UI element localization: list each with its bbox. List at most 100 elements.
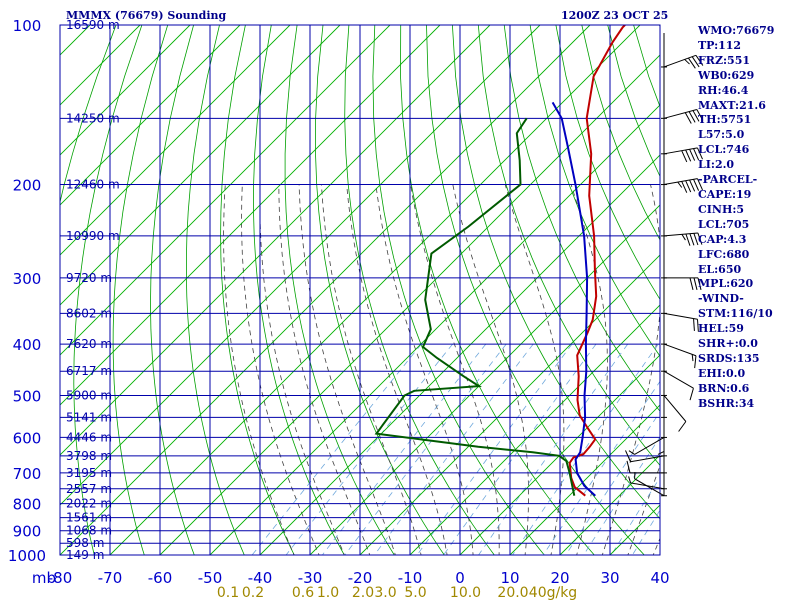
stat-line: EHI:0.0: [698, 366, 746, 380]
isotherm: [259, 154, 660, 555]
stat-line: CAP:4.3: [698, 232, 747, 246]
stat-line: TP:112: [698, 38, 742, 52]
height-label: 12460 m: [66, 178, 120, 192]
wind-barb-flag: [678, 421, 687, 432]
wind-barb-flag: [685, 149, 692, 162]
dry-adiabat: [400, 25, 595, 555]
wind-barb: [663, 54, 697, 68]
moist-adiabat: [346, 184, 448, 555]
height-label: 2557 m: [66, 482, 112, 496]
wind-barb-flag: [681, 150, 688, 163]
wind-barb-flag: [684, 59, 690, 65]
dry-adiabat: [73, 25, 143, 555]
mixing-ratio-label: 0.6: [292, 585, 314, 600]
isotherm: [60, 25, 191, 156]
wind-barb-flag: [697, 178, 703, 191]
isotherm: [109, 25, 641, 555]
wind-barb-flag: [693, 277, 698, 290]
temperature-tick-label: 10: [500, 569, 519, 587]
wind-barb-flag: [626, 460, 631, 474]
stats-panel: WMO:76679 TP:112 FRZ:551 WB0:629 RH:46.4 MAXT…: [698, 24, 798, 412]
isotherm: [60, 25, 491, 456]
profile-dewpoint: [374, 117, 576, 496]
mixing-ratio-label: 10.0: [450, 585, 481, 600]
wind-barb: [663, 312, 698, 320]
wind-barb: [634, 478, 665, 497]
isotherm: [509, 404, 660, 555]
stat-line: LCL:705: [698, 217, 750, 231]
stat-line: -WIND-: [698, 292, 744, 306]
height-label: 5900 m: [66, 388, 112, 402]
moist-adiabat: [375, 184, 474, 555]
mixing-ratio-line: [251, 343, 422, 555]
wind-barb-flag: [677, 181, 683, 188]
height-label: 5141 m: [66, 410, 112, 424]
wind-barb-flag: [689, 388, 694, 401]
chart-title: MMMX (76679) Sounding: [66, 9, 227, 22]
wind-barb-flag: [694, 355, 697, 369]
temperature-tick-label: -40: [248, 569, 273, 587]
moist-adiabat: [298, 184, 396, 555]
pressure-unit-label: mb: [32, 569, 56, 587]
moist-adiabat: [601, 184, 660, 555]
wind-barb-flag: [692, 110, 700, 122]
dry-adiabat: [452, 25, 660, 520]
stat-line: L57:5.0: [698, 128, 745, 142]
height-label: 10990 m: [66, 229, 120, 243]
dry-adiabat: [253, 25, 345, 555]
stat-line: FRZ:551: [698, 53, 751, 67]
moist-adiabat: [321, 184, 422, 555]
plot-area: [60, 25, 660, 555]
height-label: 9720 m: [66, 271, 112, 285]
isotherm: [60, 25, 391, 356]
stat-line: MPL:620: [698, 277, 754, 291]
wind-barb: [663, 370, 694, 389]
wind-barb: [663, 178, 698, 186]
stat-line: TH:5751: [698, 113, 752, 127]
wind-barb-flag: [691, 354, 694, 362]
temperature-tick-label: 40: [650, 569, 669, 587]
isotherm: [60, 25, 541, 506]
wind-barb-flag: [628, 476, 631, 484]
mixing-ratio-line: [565, 411, 660, 555]
height-label: 7620 m: [66, 337, 112, 351]
mixing-ratio-line: [583, 436, 660, 555]
mixing-ratio-label: 3.0: [374, 585, 396, 600]
wind-barb-flag: [689, 179, 696, 192]
moist-adiabat: [223, 184, 295, 555]
height-label: 6717 m: [66, 364, 112, 378]
stat-line: LFC:680: [698, 247, 750, 261]
dry-adiabat: [372, 25, 545, 555]
pressure-tick-label: 700: [13, 465, 42, 483]
isotherm: [359, 254, 660, 555]
wind-barb-flag: [695, 55, 704, 66]
moist-adiabat: [570, 184, 608, 555]
dry-adiabat: [555, 25, 660, 301]
stat-line: LCL:746: [698, 143, 750, 157]
dry-adiabat: [344, 25, 495, 555]
pressure-tick-label: 800: [13, 496, 42, 514]
wind-barb: [630, 455, 665, 463]
wind-barb-flag: [697, 147, 703, 160]
wind-barb-flag: [681, 181, 688, 193]
pressure-tick-label: 1000: [8, 547, 46, 565]
height-label: 2022 m: [66, 497, 112, 511]
mixing-ratio-label: 1.0: [317, 585, 339, 600]
dry-adiabat: [477, 25, 660, 466]
isotherm: [559, 454, 660, 555]
mixing-ratio-line: [631, 509, 660, 555]
height-label: 16590 m: [66, 18, 120, 32]
stat-line: MAXT:21.6: [698, 98, 766, 112]
isotherm: [209, 104, 660, 555]
mixing-ratio-line: [344, 343, 507, 555]
mixing-ratio-line: [321, 343, 487, 555]
isotherm: [159, 54, 660, 555]
temperature-tick-label: 30: [600, 569, 619, 587]
height-label: 149 m: [66, 548, 104, 562]
stat-line: BSHR:34: [698, 396, 755, 410]
moist-adiabat: [259, 184, 345, 555]
wind-barb: [663, 232, 698, 237]
wind-barb-flag: [689, 233, 695, 246]
wind-barb-flag: [625, 450, 631, 462]
